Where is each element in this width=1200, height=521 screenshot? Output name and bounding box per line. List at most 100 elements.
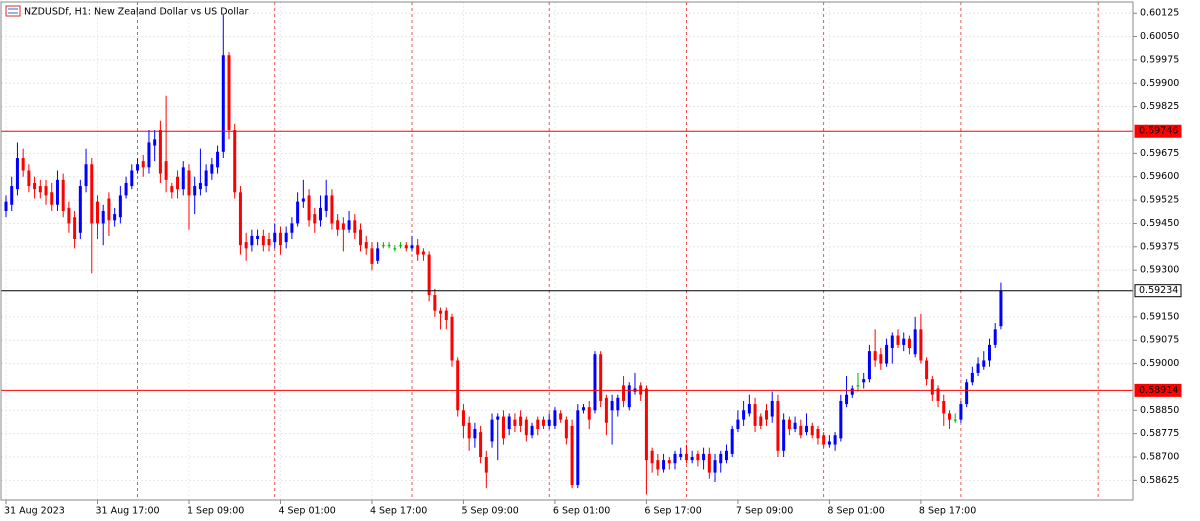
price-label: 0.59234 [1139, 285, 1178, 296]
candle-body [50, 192, 54, 205]
x-tick-label: 8 Sep 17:00 [919, 506, 976, 517]
candle-body [547, 419, 551, 426]
candle-body [27, 170, 31, 187]
candle-body [684, 453, 688, 461]
candle-body [456, 360, 460, 411]
candle-body [467, 422, 471, 439]
candle-body [885, 344, 889, 364]
candle-body [793, 422, 797, 429]
candle-body [919, 329, 923, 361]
candle-body [73, 217, 77, 240]
candle-body [879, 354, 883, 364]
x-tick-label: 6 Sep 01:00 [553, 506, 610, 517]
candle-body [181, 167, 185, 190]
candle-body [690, 457, 694, 461]
candle-body [822, 435, 826, 445]
candle-body [78, 186, 82, 233]
candle-body [473, 428, 477, 439]
plot-frame [0, 1, 1134, 501]
x-tick-label: 1 Sep 09:00 [187, 506, 244, 517]
candle-body [404, 245, 408, 249]
candle-body [890, 335, 894, 349]
candle-body [427, 254, 431, 296]
candle-body [421, 251, 425, 255]
candle-body [559, 413, 563, 420]
candle-body [582, 407, 586, 411]
candle-body [118, 195, 122, 218]
candle-body [827, 441, 831, 445]
candle-body [679, 453, 683, 458]
candle-body [496, 416, 500, 420]
price-label-box [1134, 124, 1182, 138]
candle-body [953, 419, 957, 421]
candle-body [410, 245, 414, 249]
candle-body [95, 201, 99, 224]
candle-body [702, 453, 706, 461]
candle-body [301, 198, 305, 202]
candle-body [805, 425, 809, 433]
candle-body [947, 413, 951, 420]
candle-body [845, 394, 849, 405]
candle-body [359, 229, 363, 246]
candle-body [15, 158, 19, 190]
candle-body [387, 245, 391, 247]
y-tick-label: 0.59150 [1140, 311, 1179, 322]
candle-body [541, 419, 545, 426]
candle-body [810, 425, 814, 436]
candle-body [662, 460, 666, 470]
candle-body [210, 164, 214, 174]
candle-body [713, 460, 717, 473]
candle-body [273, 232, 277, 243]
x-tick-label: 6 Sep 17:00 [644, 506, 701, 517]
candle-body [267, 239, 271, 246]
candle-body [667, 460, 671, 464]
candle-body [107, 198, 111, 221]
candle-body [524, 419, 528, 436]
candle-body [296, 201, 300, 224]
candle-body [101, 210, 105, 224]
candle-body [170, 186, 174, 193]
candle-body [381, 245, 385, 247]
candle-body [622, 385, 626, 401]
y-tick-label: 0.60050 [1140, 31, 1179, 42]
candle-body [318, 207, 322, 221]
y-tick-label: 0.59900 [1140, 78, 1179, 89]
y-tick-label: 0.58850 [1140, 405, 1179, 416]
candle-body [187, 170, 191, 196]
candle-body [433, 295, 437, 311]
candle-body [513, 419, 517, 426]
candle-body [593, 354, 597, 411]
candle-body [776, 400, 780, 451]
candle-body [227, 55, 231, 131]
candle-body [10, 186, 14, 205]
icon-frame [5, 5, 21, 17]
chart-title: NZDUSDf, H1: New Zealand Dollar vs US Do… [24, 7, 248, 18]
candle-body [399, 245, 403, 247]
candle-body [55, 179, 59, 205]
x-tick-label: 4 Sep 01:00 [278, 506, 335, 517]
x-tick-label: 8 Sep 01:00 [827, 506, 884, 517]
candle-body [925, 360, 929, 380]
y-tick-label: 0.59525 [1140, 195, 1179, 206]
candle-body [284, 232, 288, 243]
y-tick-label: 0.59000 [1140, 358, 1179, 369]
chart-icon [5, 5, 21, 17]
candle-body [393, 248, 397, 250]
price-label: 0.58914 [1139, 385, 1178, 396]
candle-body [759, 416, 763, 426]
candle-body [347, 220, 351, 230]
candle-body [787, 419, 791, 429]
price-label-box [1134, 284, 1182, 298]
candle-body [147, 142, 151, 168]
candle-body [902, 338, 906, 345]
candle-body [833, 435, 837, 445]
candle-body [261, 235, 265, 246]
candle-body [278, 232, 282, 246]
candle-body [221, 55, 225, 152]
y-tick-label: 0.59375 [1140, 241, 1179, 252]
candle-body [238, 192, 242, 246]
candle-body [736, 419, 740, 429]
